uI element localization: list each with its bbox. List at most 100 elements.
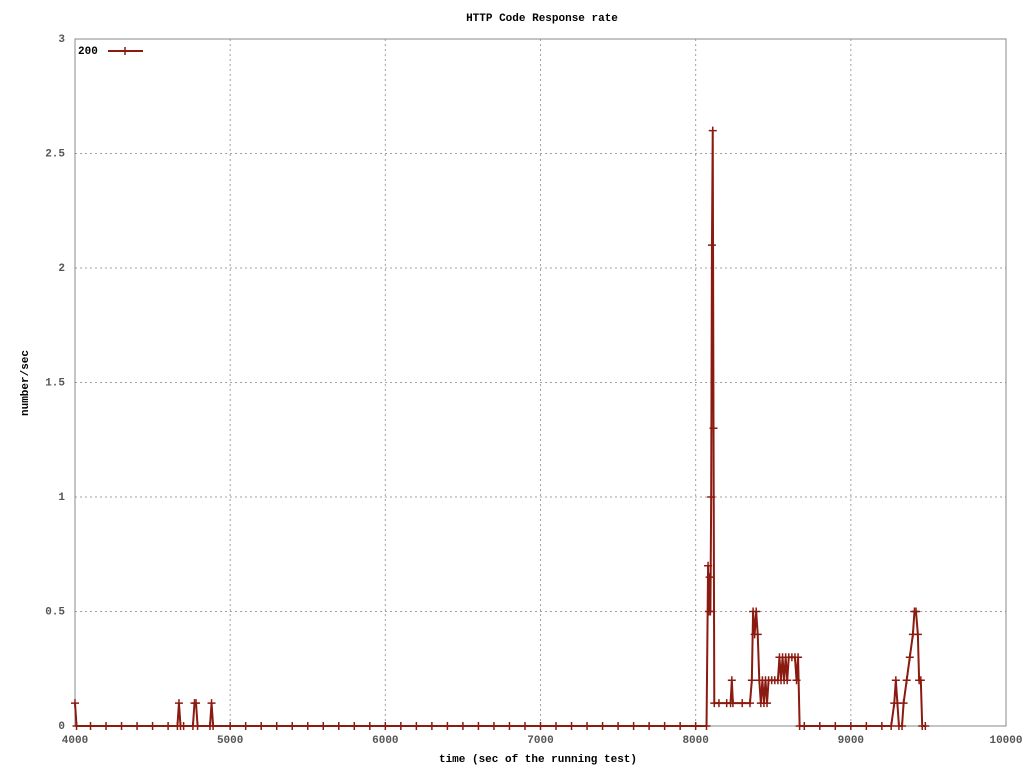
data-point: [209, 722, 218, 730]
data-point: [702, 722, 711, 730]
data-point: [72, 722, 81, 730]
data-point: [728, 699, 737, 708]
data-point: [192, 699, 201, 708]
y-tick-label: 1.5: [45, 377, 65, 389]
data-point: [567, 722, 576, 730]
data-point: [443, 722, 452, 730]
x-axis-label: time (sec of the running test): [439, 754, 637, 766]
data-point: [921, 722, 930, 730]
data-point: [365, 722, 374, 730]
data-point: [727, 676, 736, 685]
data-point: [913, 630, 922, 639]
data-point: [898, 722, 907, 730]
y-tick-label: 1: [58, 492, 65, 504]
data-point: [747, 676, 756, 685]
data-point: [614, 722, 623, 730]
data-point: [396, 722, 405, 730]
data-point: [891, 676, 900, 685]
data-point: [598, 722, 607, 730]
y-tick-label: 3: [58, 34, 65, 46]
x-tick-label: 7000: [527, 735, 553, 747]
data-point: [288, 722, 297, 730]
data-point: [792, 676, 801, 685]
data-point: [334, 722, 343, 730]
data-point: [905, 653, 914, 662]
data-point: [381, 722, 390, 730]
x-tick-label: 8000: [682, 735, 708, 747]
data-point: [207, 699, 216, 708]
data-point: [846, 722, 855, 730]
series-line: [74, 130, 926, 727]
data-point: [763, 699, 772, 708]
data-point: [815, 722, 824, 730]
x-tick-label: 10000: [989, 735, 1022, 747]
legend-label: 200: [78, 46, 98, 58]
data-point: [226, 722, 235, 730]
chart-title: HTTP Code Response rate: [466, 13, 618, 25]
data-point: [412, 722, 421, 730]
data-point: [709, 424, 718, 433]
data-point: [303, 722, 312, 730]
legend-marker: [121, 47, 129, 55]
data-point: [877, 722, 886, 730]
data-point: [164, 722, 173, 730]
y-tick-label: 0: [58, 721, 65, 733]
x-tick-label: 4000: [62, 735, 88, 747]
data-point: [174, 699, 183, 708]
data-point: [474, 722, 483, 730]
data-point: [794, 653, 803, 662]
data-point: [272, 722, 281, 730]
data-point: [745, 699, 754, 708]
data-point: [862, 722, 871, 730]
data-point: [241, 722, 250, 730]
x-tick-label: 5000: [217, 735, 243, 747]
data-point: [691, 722, 700, 730]
y-axis-label: number/sec: [20, 350, 32, 416]
data-point: [645, 722, 654, 730]
data-point: [148, 722, 157, 730]
data-point: [193, 722, 202, 730]
data-point: [86, 722, 95, 730]
data-point: [916, 676, 925, 685]
data-point: [179, 722, 188, 730]
data-point: [706, 607, 715, 616]
data-point: [800, 722, 809, 730]
x-tick-label: 6000: [372, 735, 398, 747]
data-point: [714, 699, 723, 708]
y-tick-label: 0.5: [45, 606, 65, 618]
data-point: [902, 676, 911, 685]
data-point: [552, 722, 561, 730]
data-point: [899, 699, 908, 708]
data-point: [71, 699, 79, 708]
data-point: [753, 630, 762, 639]
data-point: [319, 722, 328, 730]
data-point: [133, 722, 142, 730]
data-point: [738, 699, 747, 708]
data-point: [350, 722, 359, 730]
data-point: [520, 722, 529, 730]
data-point: [629, 722, 638, 730]
data-point: [676, 722, 685, 730]
data-point: [831, 722, 840, 730]
data-point: [704, 561, 713, 570]
data-point: [783, 676, 792, 685]
data-point: [505, 722, 514, 730]
data-point: [705, 573, 714, 582]
data-point: [427, 722, 436, 730]
data-point: [458, 722, 467, 730]
data-point: [707, 241, 716, 250]
data-point: [887, 722, 896, 730]
data-point: [102, 722, 111, 730]
data-point: [752, 607, 761, 616]
data-point: [912, 607, 921, 616]
data-point: [257, 722, 266, 730]
data-point: [708, 126, 717, 135]
x-tick-label: 9000: [838, 735, 864, 747]
y-tick-label: 2.5: [45, 148, 65, 160]
data-point: [489, 722, 498, 730]
y-tick-label: 2: [58, 263, 65, 275]
data-point: [117, 722, 126, 730]
data-point: [536, 722, 545, 730]
data-point: [583, 722, 592, 730]
